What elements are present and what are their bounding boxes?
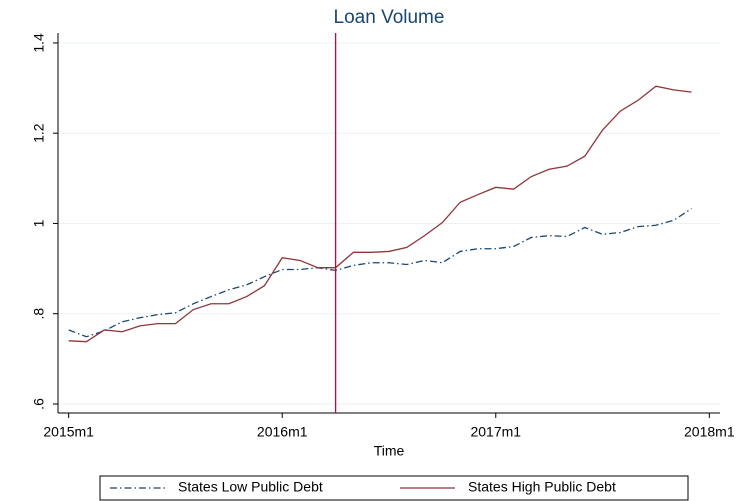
line-series: [68, 85, 692, 343]
x-tick-label: 2017m1: [470, 424, 521, 440]
legend-label: States High Public Debt: [468, 479, 616, 495]
y-tick-label: .6: [31, 398, 47, 410]
legend-box: [99, 475, 689, 501]
x-tick-label: 2018m1: [684, 424, 735, 440]
y-tick-label: 1: [31, 219, 47, 227]
chart-title: Loan Volume: [334, 7, 445, 28]
line-series: [68, 208, 692, 338]
y-tick-label: 1.2: [31, 123, 47, 143]
legend-label: States Low Public Debt: [178, 479, 323, 495]
x-tick-label: 2015m1: [43, 424, 94, 440]
x-axis-label: Time: [374, 443, 405, 459]
y-tick-label: 1.4: [31, 33, 47, 53]
x-tick-label: 2016m1: [257, 424, 308, 440]
y-tick-label: .8: [31, 308, 47, 320]
